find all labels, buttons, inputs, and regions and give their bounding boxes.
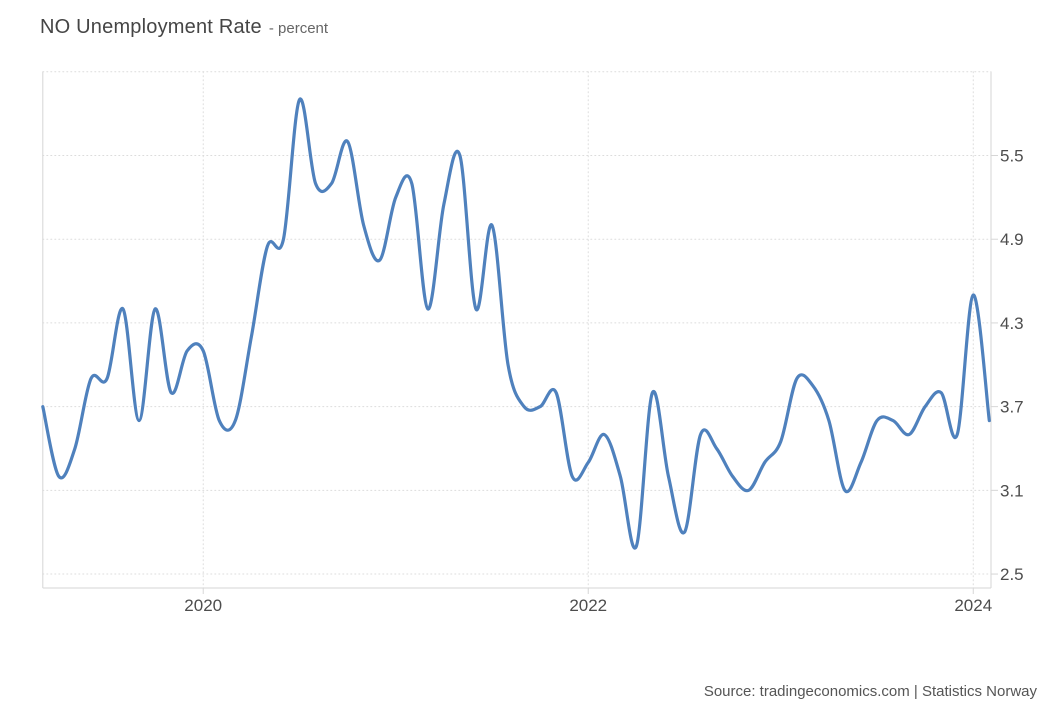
chart-header: NO Unemployment Rate - percent <box>40 16 328 39</box>
x-axis-label: 2020 <box>184 596 222 615</box>
y-axis-label: 2.5 <box>1000 565 1024 584</box>
y-axis-label: 5.5 <box>1000 147 1024 166</box>
y-axis-label: 3.1 <box>1000 481 1024 500</box>
y-axis-label: 4.3 <box>1000 314 1024 333</box>
source-credit: Source: tradingeconomics.com | Statistic… <box>703 683 1037 700</box>
chart-title: NO Unemployment Rate <box>40 16 262 38</box>
x-axis-label: 2022 <box>569 596 607 615</box>
y-axis-label: 3.7 <box>1000 398 1024 417</box>
y-axis-label: 4.9 <box>1000 230 1024 249</box>
x-axis-label: 2024 <box>954 596 992 615</box>
chart-subtitle: - percent <box>268 20 329 37</box>
series-line[interactable] <box>41 97 991 550</box>
